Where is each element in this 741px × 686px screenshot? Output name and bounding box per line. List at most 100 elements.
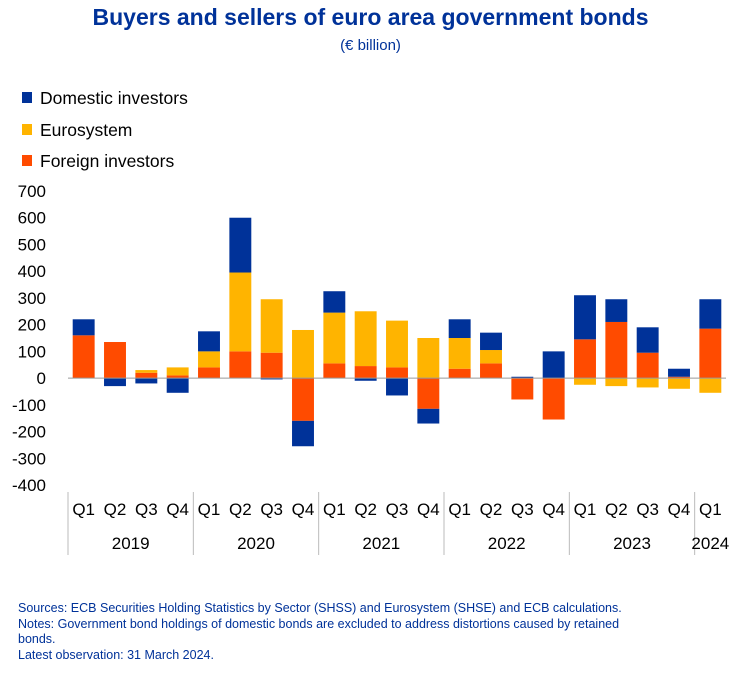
bar-foreign-investors	[135, 372, 158, 379]
year-label: 2020	[237, 534, 275, 553]
x-tick-label: Q4	[166, 500, 189, 519]
latest-observation-note: Latest observation: 31 March 2024.	[18, 647, 214, 662]
stacked-bar-chart: Domestic investors Eurosystem Foreign inve…	[12, 88, 729, 555]
y-tick-label: -200	[12, 423, 46, 442]
x-tick-label: Q2	[480, 500, 503, 519]
legend-label-0: Domestic investors	[40, 88, 188, 108]
y-tick-label: 100	[18, 342, 46, 361]
bar-eurosystem	[260, 299, 283, 353]
bar-eurosystem	[636, 378, 659, 388]
chart-subtitle: (€ billion)	[340, 37, 401, 54]
bar-domestic-investors	[542, 351, 565, 379]
bar-domestic-investors	[198, 331, 220, 352]
bar-eurosystem	[229, 272, 252, 352]
bar-foreign-investors	[574, 339, 596, 379]
bar-domestic-investors	[386, 378, 408, 396]
bar-foreign-investors	[511, 378, 534, 400]
bar-eurosystem	[198, 351, 220, 368]
bar-eurosystem	[574, 378, 596, 385]
x-tick-label: Q1	[448, 500, 471, 519]
y-tick-label: 600	[18, 209, 46, 228]
chart-title: Buyers and sellers of euro area governme…	[92, 4, 649, 30]
bar-domestic-investors	[323, 291, 346, 313]
bar-eurosystem	[323, 312, 346, 364]
x-tick-label: Q4	[668, 500, 691, 519]
bar-foreign-investors	[605, 321, 628, 379]
x-tick-label: Q1	[323, 500, 346, 519]
notes-note: Notes: Government bond holdings of domes…	[18, 616, 620, 647]
bar-foreign-investors	[417, 378, 440, 409]
bar-foreign-investors	[668, 376, 690, 379]
bar-domestic-investors	[417, 408, 440, 424]
bar-domestic-investors	[636, 327, 659, 353]
year-label: 2021	[362, 534, 400, 553]
legend-label-2: Foreign investors	[40, 151, 174, 171]
year-label: 2024	[691, 534, 729, 553]
x-tick-label: Q3	[260, 500, 283, 519]
bar-foreign-investors	[229, 351, 252, 379]
sources-note: Sources: ECB Securities Holding Statisti…	[18, 601, 622, 615]
y-tick-label: -300	[12, 449, 46, 468]
x-tick-label: Q3	[386, 500, 409, 519]
bar-foreign-investors	[386, 367, 408, 379]
x-tick-label: Q2	[354, 500, 377, 519]
bar-domestic-investors	[699, 299, 722, 329]
x-tick-label: Q2	[229, 500, 252, 519]
year-label: 2019	[112, 534, 150, 553]
bar-foreign-investors	[166, 375, 189, 379]
chart-notes: Sources: ECB Securities Holding Statisti…	[18, 601, 658, 663]
bar-domestic-investors	[480, 332, 502, 351]
bar-foreign-investors	[699, 328, 722, 379]
x-tick-label: Q4	[542, 500, 565, 519]
bar-foreign-investors	[448, 368, 471, 379]
bar-eurosystem	[668, 378, 690, 389]
bar-foreign-investors	[323, 363, 346, 379]
bar-foreign-investors	[480, 363, 502, 379]
bar-domestic-investors	[229, 217, 252, 273]
x-tick-label: Q3	[511, 500, 534, 519]
x-tick-label: Q1	[574, 500, 597, 519]
x-tick-label: Q2	[104, 500, 127, 519]
bar-eurosystem	[135, 370, 158, 373]
legend-swatch-1	[22, 124, 32, 135]
bar-eurosystem	[292, 329, 314, 379]
bar-foreign-investors	[260, 352, 283, 379]
bar-domestic-investors	[135, 378, 158, 384]
bar-domestic-investors	[166, 378, 189, 393]
bar-domestic-investors	[511, 376, 534, 379]
x-tick-label: Q1	[699, 500, 722, 519]
y-tick-label: 400	[18, 262, 46, 281]
legend-swatch-0	[22, 92, 32, 103]
bar-foreign-investors	[198, 367, 220, 379]
x-tick-label: Q1	[198, 500, 221, 519]
y-tick-label: 500	[18, 235, 46, 254]
x-tick-label: Q1	[72, 500, 95, 519]
y-tick-label: 700	[18, 182, 46, 201]
y-tick-label: 300	[18, 289, 46, 308]
year-label: 2022	[488, 534, 526, 553]
bar-eurosystem	[166, 367, 189, 376]
bar-foreign-investors	[104, 342, 126, 379]
bar-foreign-investors	[292, 378, 314, 421]
bar-eurosystem	[699, 378, 722, 393]
x-tick-label: Q4	[292, 500, 315, 519]
x-tick-label: Q3	[636, 500, 659, 519]
y-tick-label: -100	[12, 396, 46, 415]
bar-foreign-investors	[542, 378, 565, 420]
legend-swatch-2	[22, 155, 32, 166]
x-tick-label: Q2	[605, 500, 628, 519]
y-tick-label: -400	[12, 476, 46, 495]
bar-foreign-investors	[636, 352, 659, 379]
bar-eurosystem	[386, 320, 408, 368]
bar-domestic-investors	[104, 378, 126, 387]
year-label: 2023	[613, 534, 651, 553]
bar-domestic-investors	[574, 295, 596, 340]
bar-domestic-investors	[72, 319, 95, 336]
bar-foreign-investors	[354, 366, 377, 379]
y-tick-label: 0	[37, 369, 46, 388]
bar-eurosystem	[480, 350, 502, 364]
legend-label-1: Eurosystem	[40, 120, 132, 140]
bar-eurosystem	[417, 338, 440, 379]
y-tick-label: 200	[18, 316, 46, 335]
x-tick-label: Q3	[135, 500, 158, 519]
